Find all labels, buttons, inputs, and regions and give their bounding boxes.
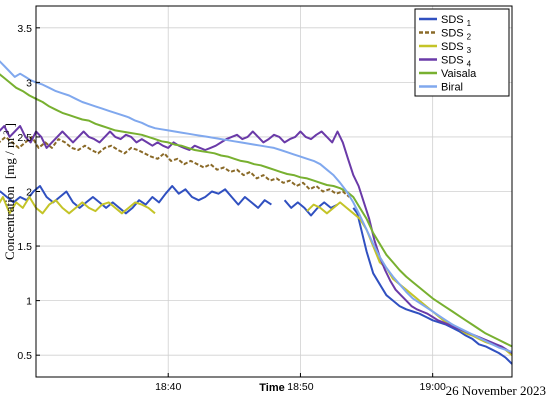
series-line-sds-1 [0,185,272,215]
y-tick-label: 0.5 [17,350,32,362]
legend-label-subscript: 1 [467,19,472,28]
date-caption: 26 November 2023 [446,383,546,398]
legend-label: Vaisala [441,68,477,80]
series-line-sds-4 [0,125,513,354]
grid [36,6,512,377]
x-tick-label: 18:50 [287,381,313,393]
y-axis-units-superscript: 3 [2,131,11,135]
y-tick-label: 3.5 [17,23,32,35]
legend-box [414,8,510,97]
series-line-sds-2 [0,135,351,198]
y-axis-label: Concentration [mg / m 3 ] [0,123,17,260]
x-tick-label: 18:40 [155,381,181,393]
series-line-vaisala [0,73,513,348]
y-tick-label: 1.5 [17,241,32,253]
legend-label-subscript: 2 [467,33,472,42]
series-line-sds-3 [0,196,156,215]
series-line-sds-1 [283,199,338,217]
y-tick-label: 1 [26,296,32,308]
series-lines [0,60,513,365]
y-tick-label: 2 [26,187,32,199]
legend-label-subscript: 4 [467,60,472,69]
y-axis-label-text: Concentration [2,186,17,260]
legend-label: Biral [441,82,463,94]
y-axis-units-prefix: [mg / m [2,138,17,179]
legend-label-subscript: 3 [467,46,472,55]
series-line-sds-1 [352,207,513,365]
x-axis-label: Time [259,382,284,394]
x-tick-label: 19:00 [420,381,446,393]
y-tick-label: 3 [26,77,32,89]
y-axis-units-suffix: ] [2,123,17,127]
axis-ticks: 0.5 1 1.5 2 2.5 3 3.5 18:40 18:50 19:00 [17,23,446,393]
y-tick-label: 2.5 [17,132,32,144]
series-line-biral [0,60,513,353]
